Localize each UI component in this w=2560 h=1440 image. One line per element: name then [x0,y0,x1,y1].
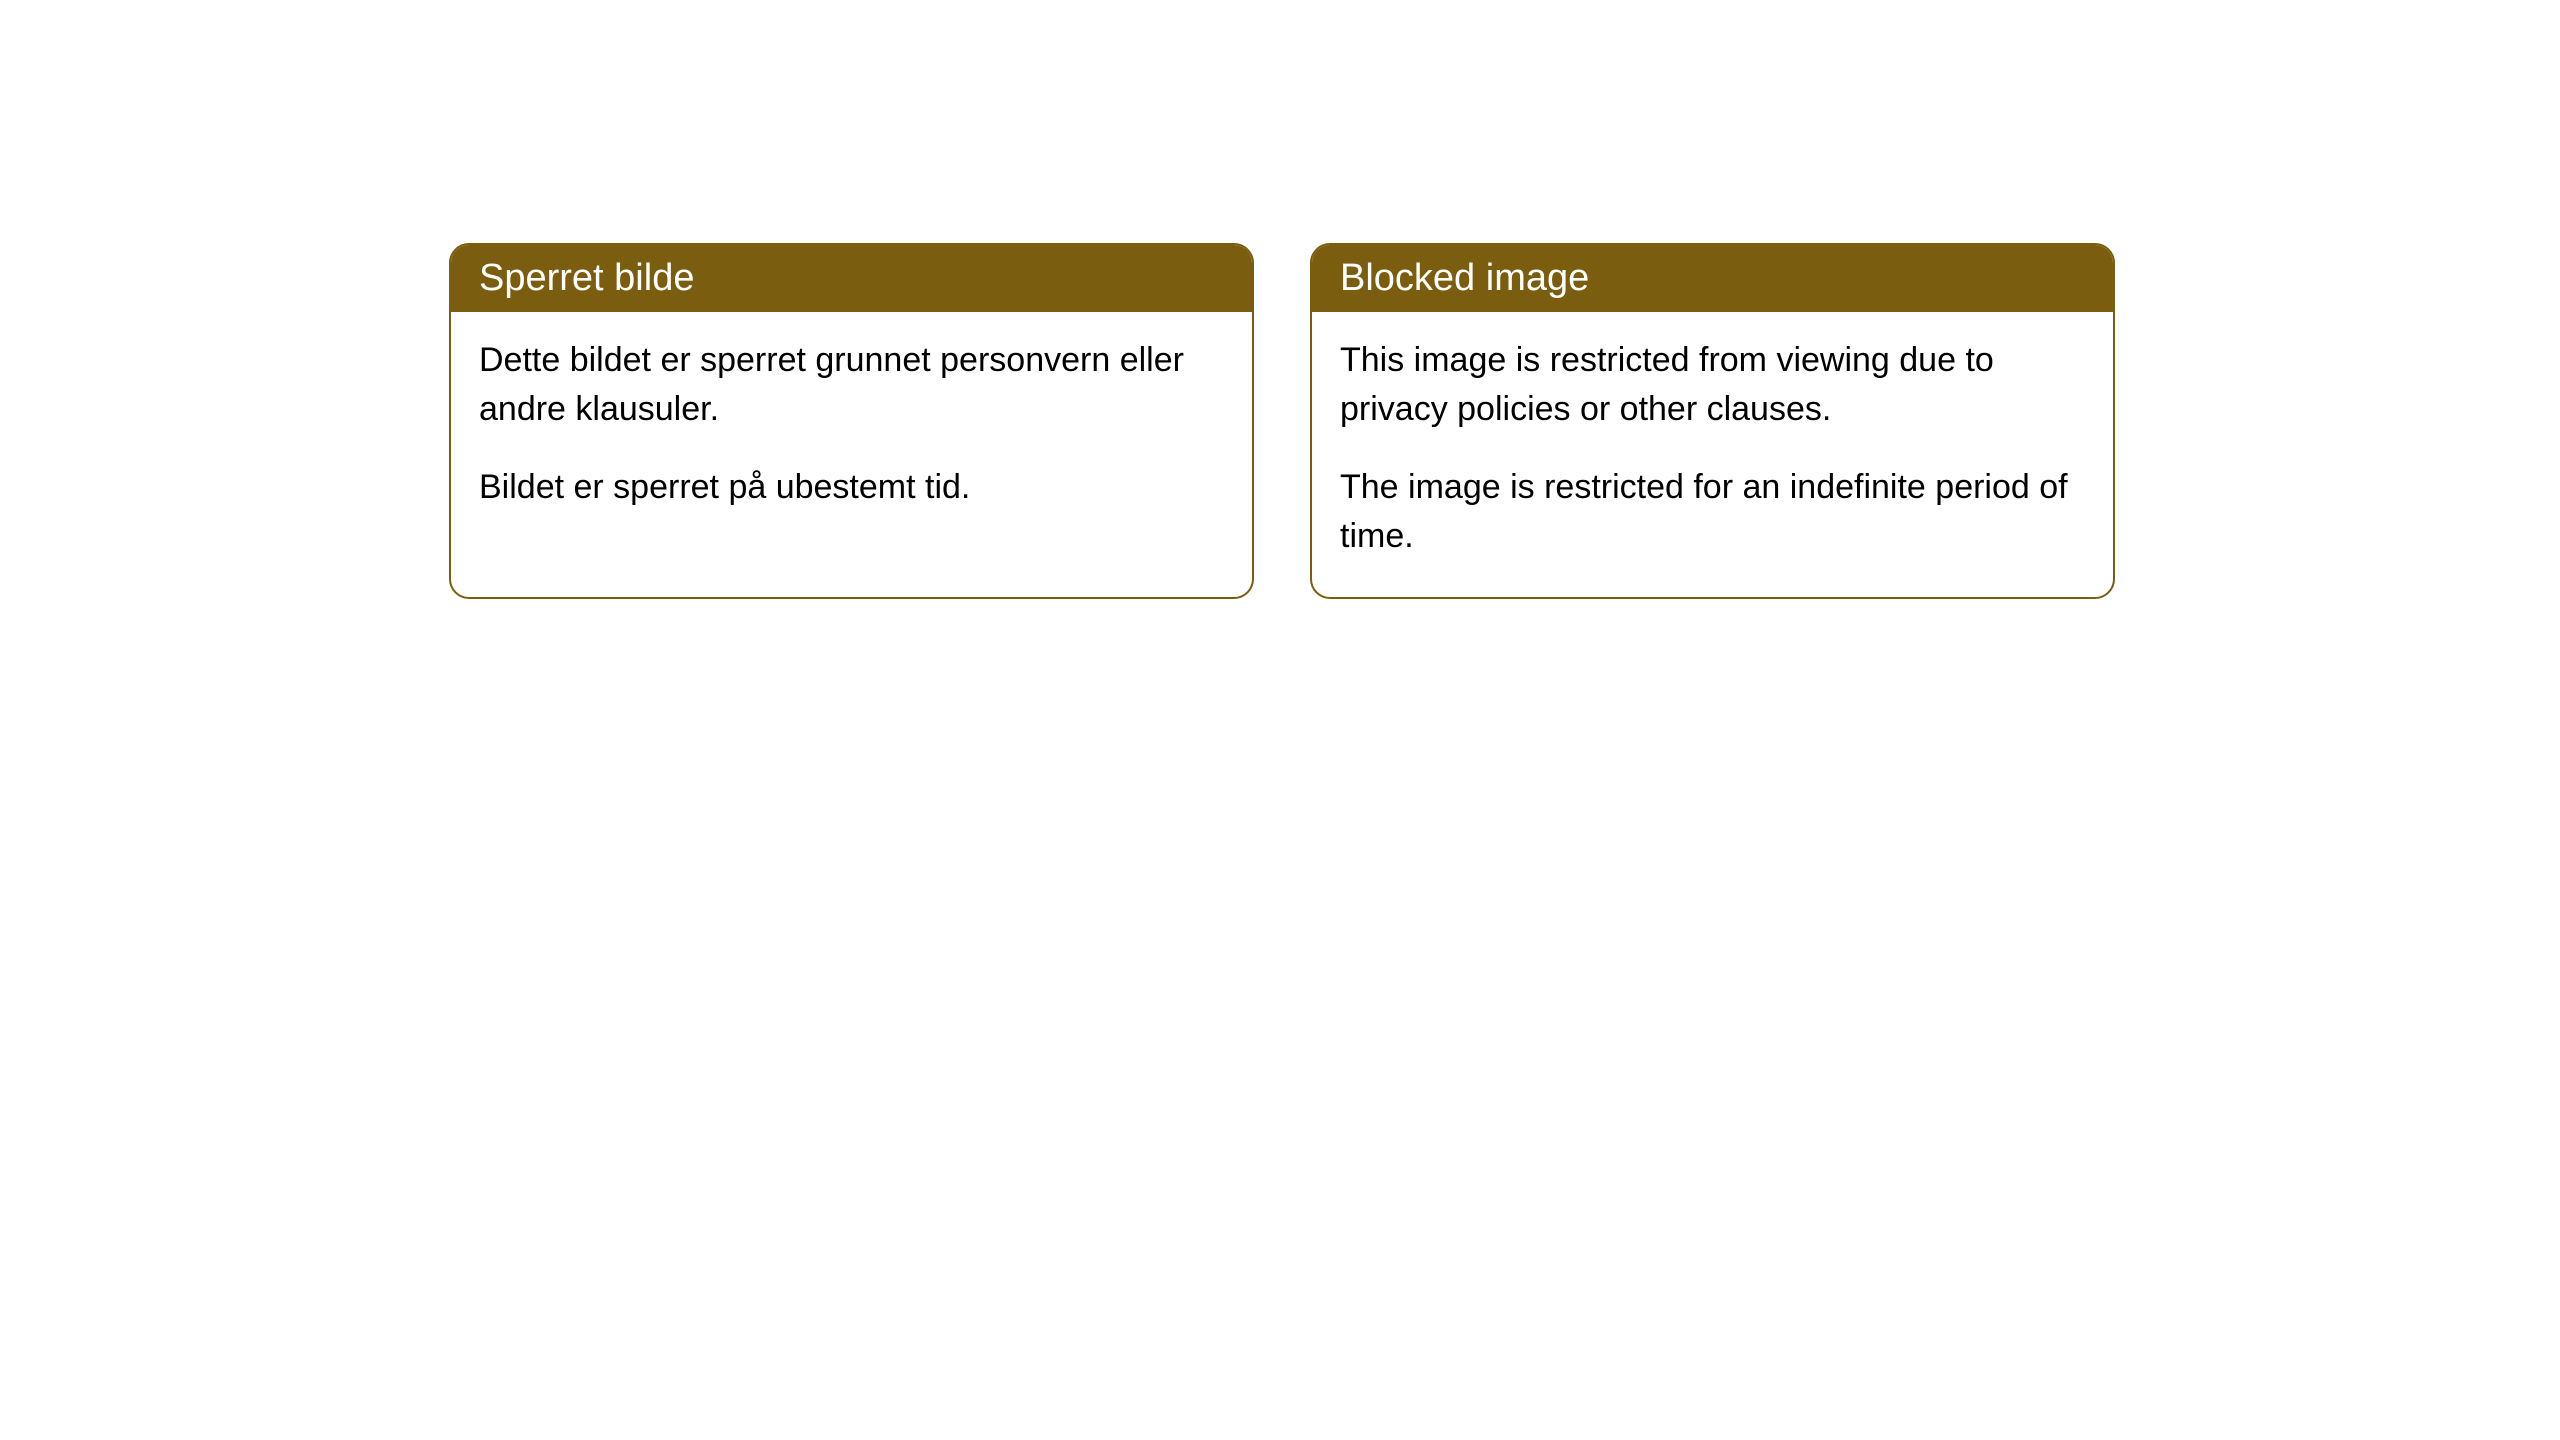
card-header-no: Sperret bilde [451,245,1252,312]
blocked-image-card-en: Blocked image This image is restricted f… [1310,243,2115,599]
card-header-en: Blocked image [1312,245,2113,312]
card-body-line1-no: Dette bildet er sperret grunnet personve… [479,336,1224,435]
card-body-line2-no: Bildet er sperret på ubestemt tid. [479,463,1224,512]
card-body-line2-en: The image is restricted for an indefinit… [1340,463,2085,562]
card-body-line1-en: This image is restricted from viewing du… [1340,336,2085,435]
blocked-image-card-no: Sperret bilde Dette bildet er sperret gr… [449,243,1254,599]
card-body-en: This image is restricted from viewing du… [1312,312,2113,597]
cards-container: Sperret bilde Dette bildet er sperret gr… [0,0,2560,599]
card-body-no: Dette bildet er sperret grunnet personve… [451,312,1252,548]
